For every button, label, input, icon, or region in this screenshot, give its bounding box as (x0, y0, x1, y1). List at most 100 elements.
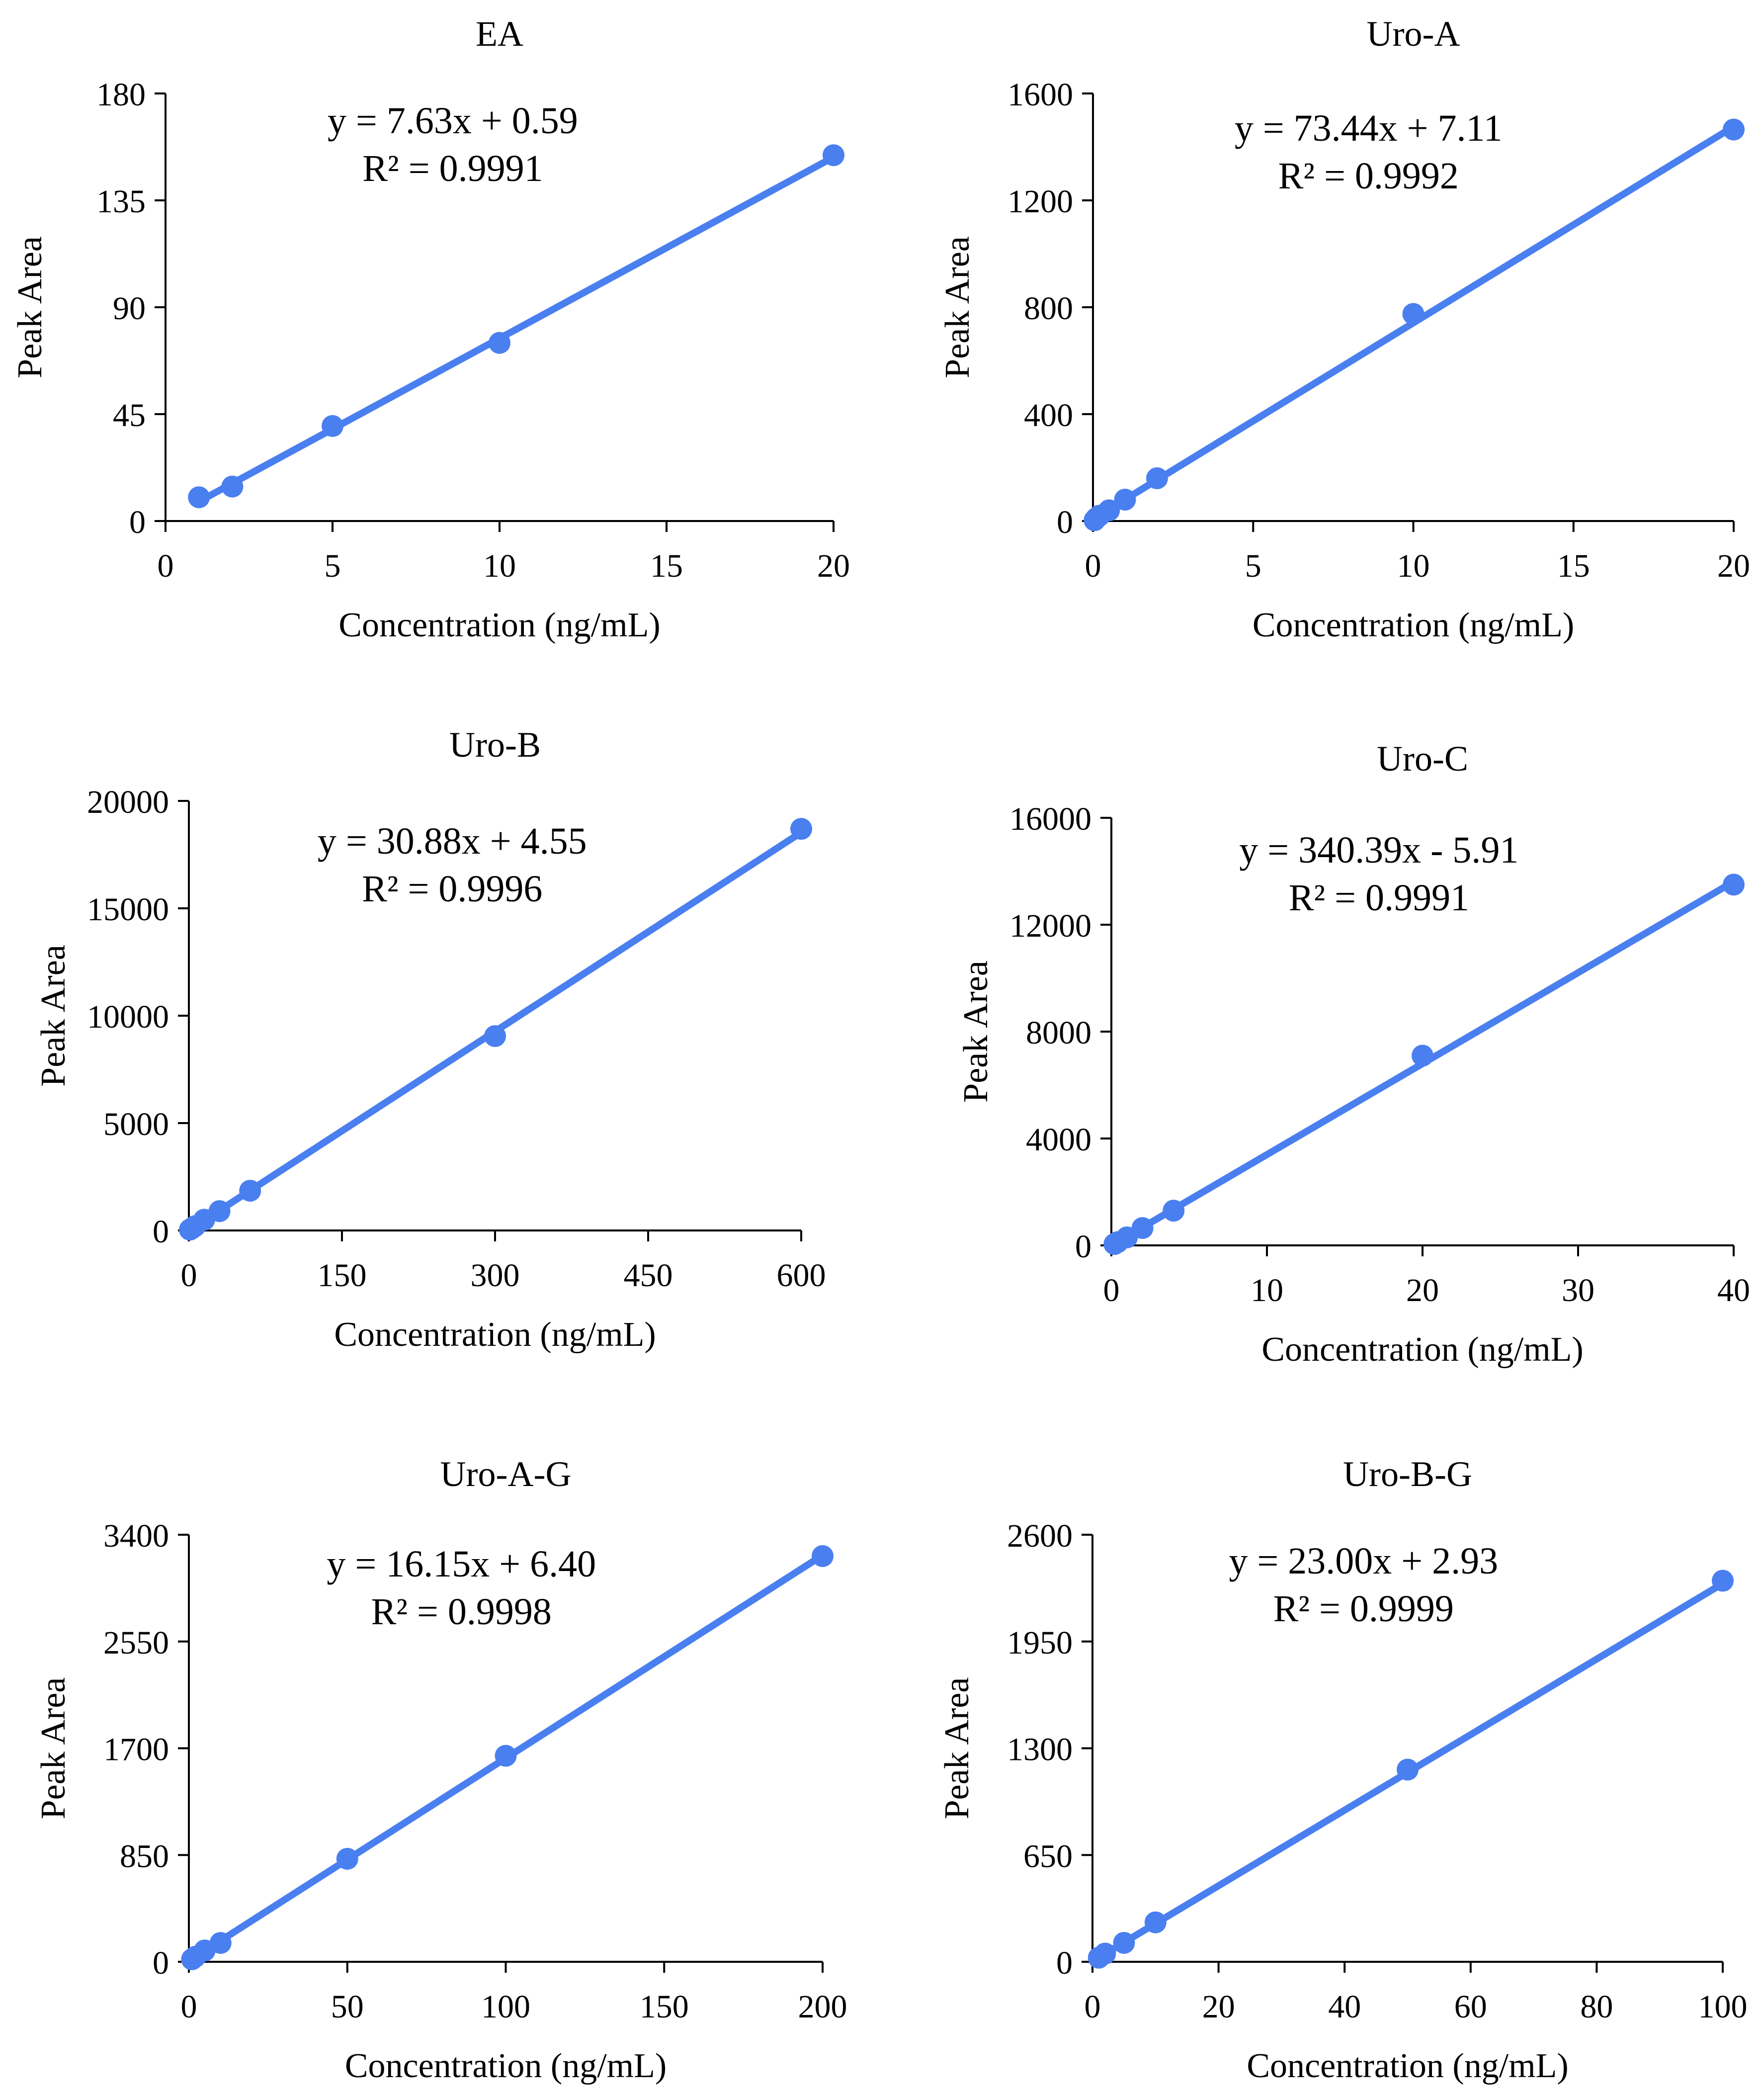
x-tick-label: 0 (158, 548, 174, 584)
data-point (1113, 1932, 1135, 1954)
data-point (1098, 499, 1120, 522)
data-point (239, 1180, 261, 1202)
y-tick-label: 90 (113, 290, 146, 327)
y-tick-label: 2550 (103, 1625, 169, 1661)
trendline-equation: y = 340.39x - 5.91 (1239, 829, 1518, 871)
data-point (1163, 1200, 1185, 1222)
y-tick-label: 1700 (103, 1732, 169, 1768)
y-tick-label: 1600 (1007, 77, 1073, 113)
x-tick-label: 40 (1717, 1272, 1750, 1309)
trendline-equation: y = 7.63x + 0.59 (328, 100, 578, 142)
y-tick-label: 0 (1056, 1945, 1073, 1981)
r-squared-label: R² = 0.9991 (362, 148, 543, 189)
y-tick-label: 10000 (87, 999, 169, 1035)
x-tick-label: 80 (1580, 1989, 1613, 2025)
data-point (495, 1745, 517, 1767)
y-tick-label: 650 (1023, 1838, 1073, 1874)
y-tick-label: 20000 (87, 784, 169, 820)
x-tick-label: 20 (1406, 1272, 1439, 1309)
trendline-equation: y = 30.88x + 4.55 (318, 820, 587, 862)
y-axis-label: Peak Area (938, 236, 977, 378)
y-tick-label: 0 (1057, 504, 1073, 540)
x-tick-label: 200 (798, 1989, 847, 2025)
data-point (823, 144, 844, 167)
data-point (188, 486, 210, 509)
y-axis-label: Peak Area (938, 1677, 976, 1820)
x-tick-label: 10 (1397, 548, 1430, 584)
y-tick-label: 400 (1024, 397, 1073, 434)
data-point (484, 1025, 506, 1048)
x-tick-label: 100 (481, 1989, 530, 2025)
data-point (812, 1545, 834, 1567)
y-axis-label: Peak Area (34, 1677, 73, 1820)
y-tick-label: 0 (153, 1214, 169, 1250)
data-point (489, 332, 510, 354)
x-tick-label: 10 (483, 548, 516, 584)
x-tick-label: 0 (181, 1257, 197, 1294)
data-point (322, 415, 343, 437)
x-tick-label: 15 (650, 548, 683, 584)
x-tick-label: 0 (1085, 548, 1101, 584)
x-tick-label: 0 (1085, 1989, 1101, 2025)
y-tick-label: 5000 (103, 1106, 169, 1142)
data-point (1412, 1045, 1433, 1067)
data-point (1114, 489, 1136, 511)
x-tick-label: 300 (471, 1257, 520, 1294)
y-tick-label: 3400 (103, 1518, 169, 1554)
data-point (1402, 303, 1425, 325)
trendline-equation: y = 73.44x + 7.11 (1235, 107, 1503, 149)
r-squared-label: R² = 0.9992 (1278, 155, 1459, 197)
data-point (1723, 874, 1745, 896)
y-tick-label: 2600 (1007, 1518, 1073, 1554)
y-tick-label: 0 (153, 1945, 169, 1981)
x-axis-label: Concentration (ng/mL) (1247, 2047, 1568, 2085)
x-tick-label: 450 (624, 1257, 673, 1294)
y-tick-label: 800 (1024, 290, 1073, 327)
x-tick-label: 5 (325, 548, 341, 584)
data-point (1146, 467, 1168, 489)
data-point (221, 475, 244, 498)
x-tick-label: 150 (318, 1257, 367, 1294)
y-tick-label: 16000 (1009, 801, 1091, 837)
chart-panel: Uro-A 0 400 800 1200 1600 0 5 10 15 20 Concentratio… (938, 14, 1750, 644)
data-point (1723, 118, 1745, 141)
x-tick-label: 50 (331, 1989, 364, 2025)
r-squared-label: R² = 0.9998 (371, 1591, 552, 1633)
x-tick-label: 20 (1717, 548, 1750, 584)
y-tick-label: 1200 (1007, 183, 1073, 220)
chart-title: Uro-B (449, 725, 541, 765)
chart-title: EA (476, 14, 523, 54)
x-axis-label: Concentration (ng/mL) (334, 1315, 656, 1354)
x-tick-label: 150 (640, 1989, 689, 2025)
data-point (208, 1200, 231, 1223)
y-tick-label: 0 (1075, 1228, 1091, 1265)
data-point (336, 1847, 358, 1870)
y-axis-label: Peak Area (34, 945, 73, 1087)
chart-title: Uro-A (1367, 14, 1460, 54)
x-tick-label: 600 (777, 1257, 826, 1294)
data-point (1397, 1758, 1419, 1781)
y-axis-label: Peak Area (11, 236, 49, 378)
x-tick-label: 15 (1557, 548, 1590, 584)
x-axis-label: Concentration (ng/mL) (1253, 606, 1574, 644)
x-tick-label: 0 (1103, 1272, 1120, 1309)
y-tick-label: 180 (96, 77, 146, 113)
data-point (1712, 1570, 1734, 1592)
x-tick-label: 10 (1251, 1272, 1283, 1309)
y-tick-label: 45 (113, 397, 146, 434)
y-tick-label: 8000 (1026, 1015, 1091, 1051)
r-squared-label: R² = 0.9991 (1289, 877, 1469, 919)
y-axis-label: Peak Area (957, 961, 995, 1103)
y-tick-label: 135 (96, 183, 146, 220)
x-tick-label: 60 (1454, 1989, 1487, 2025)
y-tick-label: 1300 (1007, 1732, 1073, 1768)
chart-panel: Uro-B-G 0 650 1300 1950 2600 0 20 40 60 80 100 Conce… (938, 1454, 1748, 2085)
trendline-equation: y = 23.00x + 2.93 (1229, 1540, 1498, 1582)
trendline-equation: y = 16.15x + 6.40 (327, 1543, 596, 1585)
y-tick-label: 12000 (1009, 908, 1091, 944)
r-squared-label: R² = 0.9999 (1273, 1588, 1454, 1630)
chart-title: Uro-A-G (440, 1454, 572, 1494)
x-axis-label: Concentration (ng/mL) (1261, 1330, 1583, 1369)
